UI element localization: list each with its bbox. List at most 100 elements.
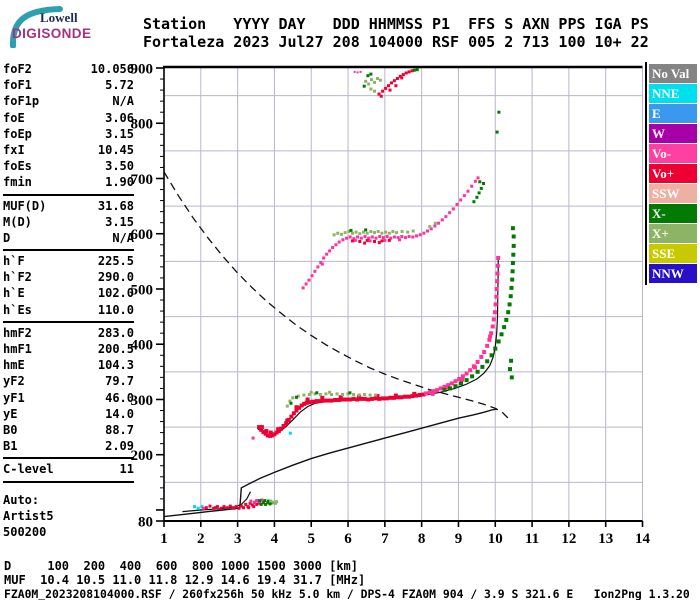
echo-dot-hop2-vo-minus [455, 203, 459, 206]
echo-dot-f1-vo-plus [417, 393, 422, 397]
echo-dot-f1-vo-plus [381, 396, 385, 401]
echo-dot-f2-x-minus [511, 234, 516, 239]
y-axis-tick-label: 900 [131, 62, 154, 78]
param-row: D N/A [3, 230, 134, 246]
echo-dot-f2-vo-minus [494, 294, 499, 299]
echo-dot-f1-x-plus [335, 392, 339, 396]
file-info-row: FZA0M_2023208104000.RSF / 260fx256h 50 k… [4, 587, 690, 600]
echo-dot-f1-vo-plus [294, 408, 299, 413]
echo-dot-f2-vo-minus [438, 386, 443, 391]
param-label: yF2 [3, 374, 25, 389]
echo-dot-hop3-vo-plus [410, 69, 414, 73]
echo-dot-hop2-vo-minus [470, 184, 474, 188]
echo-dot-hop2-vo-minus [411, 235, 415, 239]
echo-dot-hop3-vo-plus [388, 88, 392, 92]
echo-dot-es-vo-plus [244, 502, 248, 506]
echo-dot-f1-vo-plus [362, 396, 367, 401]
echo-dot-hop2-x-plus [433, 221, 437, 225]
echo-dot-f1-x-plus [309, 390, 313, 394]
echo-dot-hop3-vo-plus [379, 94, 383, 98]
echo-dot-f1-vo-plus [305, 397, 310, 402]
echo-dot-f2-x-minus [453, 384, 458, 389]
echo-dot-f1-x-plus [357, 393, 361, 397]
echo-dot-hop2-vo-minus [374, 236, 378, 240]
echo-dot-f1-x-minus [348, 391, 352, 395]
param-value: 283.0 [97, 325, 134, 340]
param-row: foEs 3.50 [3, 158, 134, 174]
echo-dot-es-x-plus [269, 499, 273, 503]
echo-dot-f2-vo-minus [491, 317, 496, 322]
echo-dot-es-x-minus [263, 499, 267, 503]
param-separator [3, 193, 134, 196]
echo-dot-es-x-minus [259, 502, 263, 506]
param-row: fmin 1.90 [3, 174, 134, 190]
echo-dot-hop2-x-plus [384, 230, 388, 234]
echo-dot-f1-vo-plus [392, 395, 396, 400]
echo-dot-hop2-vo-minus [381, 236, 385, 240]
echo-dot-hop2-vo-minus [320, 262, 324, 266]
param-value: 79.7 [105, 374, 134, 389]
echo-dot-hop2-x-minus [479, 186, 483, 190]
echo-dot-hop2-vo-minus [370, 235, 374, 239]
echo-dot-hop2-x-minus [364, 228, 368, 232]
legend-item-w: W [649, 124, 697, 143]
echo-dot-hop2-vo-plus [377, 241, 381, 245]
echo-dot-hop3-x-minus [362, 84, 366, 88]
echo-dot-es-vo-plus [252, 505, 256, 509]
param-row: B1 2.09 [3, 438, 134, 454]
param-row: h`E 102.0 [3, 285, 134, 301]
echo-dot-f1-vo-plus [263, 431, 268, 436]
echo-dot-hop2-vo-minus [334, 243, 338, 247]
echo-dot-f2-x-minus [459, 381, 463, 386]
echo-dot-es-vo-minus [201, 506, 205, 510]
echo-dot-f2-vo-minus [479, 354, 484, 359]
echo-dot-f1-vo-plus [355, 397, 360, 402]
echo-dot-f1-vo-plus [259, 427, 264, 432]
echo-dot-hop3-vo-plus [394, 84, 398, 88]
echo-dot-es-vo-plus [247, 506, 251, 510]
true-height-profile-curve [163, 408, 498, 518]
echo-dot-hop2-vo-minus [341, 238, 345, 242]
echo-dot-hop2-vo-plus [373, 240, 376, 243]
x-axis-tick-label: 2 [197, 531, 205, 547]
echo-dot-hop3-vo-plus [400, 76, 404, 80]
echo-dot-hop2-vo-minus [319, 261, 323, 264]
echo-dot-es-nne [288, 431, 292, 435]
echo-dot-hop2-vo-plus [363, 241, 367, 245]
echo-dot-hop2-vo-minus [426, 229, 429, 233]
param-value: 3.06 [105, 110, 134, 125]
echo-dot-f2-vo-minus [468, 368, 473, 373]
echo-dot-f2-vo-minus [488, 334, 493, 339]
echo-dot-hop2-vo-minus [307, 278, 311, 282]
echo-dot-f2-vo-minus [495, 279, 500, 284]
param-label: foF2 [3, 62, 32, 76]
echo-dot-f2-x-minus [508, 294, 513, 299]
echo-dot-hop2-vo-minus [437, 221, 441, 225]
echo-dot-hop2-x-minus [477, 191, 481, 195]
echo-dot-f1-vo-plus [304, 400, 309, 405]
echo-dot-hop2-vo-plus [380, 239, 384, 243]
echo-dot-f2-vo-minus [460, 377, 465, 382]
param-label: yE [3, 406, 18, 421]
distance-row: D 100 200 400 600 800 1000 1500 3000 [km… [4, 559, 359, 573]
echo-dot-hop2-vo-minus [322, 256, 326, 260]
y-axis-tick-label: 80 [138, 515, 153, 531]
y-axis-tick-label: 600 [131, 227, 154, 243]
echo-dot-f1-vo-plus [373, 396, 378, 401]
param-value: 1.90 [105, 175, 134, 190]
echo-dot-hop2-vo-plus [365, 238, 369, 242]
param-label: foEs [3, 159, 32, 174]
echo-dot-f2-x-minus [511, 243, 516, 248]
echo-dot-f1-vo-plus [257, 425, 261, 430]
param-value: 104.3 [97, 358, 134, 373]
echo-dot-hop2-vo-minus [304, 282, 308, 286]
echo-dot-es-vo-plus [228, 504, 232, 508]
lowell-digisonde-logo: Lowell DIGISONDE [4, 4, 114, 48]
param-label: foEp [3, 126, 32, 141]
param-label: D [3, 230, 11, 245]
echo-dot-hop2-vo-plus [387, 238, 391, 242]
logo-digisonde-text: DIGISONDE [12, 26, 92, 41]
echo-dot-es-x-plus [271, 500, 275, 504]
autoscaling-info-row: 500200 [3, 524, 47, 539]
